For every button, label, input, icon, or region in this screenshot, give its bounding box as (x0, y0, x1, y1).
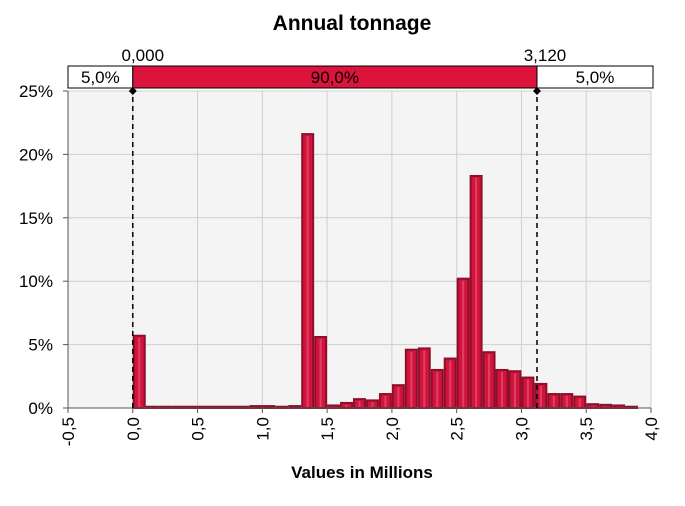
histogram-bar (430, 368, 444, 409)
confidence-marker-diamond (532, 87, 541, 95)
histogram-bar (456, 277, 470, 409)
histogram-bar-highlight (552, 396, 555, 407)
histogram-bar (365, 399, 379, 409)
band-right-segment (536, 65, 654, 89)
histogram-bar-highlight (397, 387, 400, 407)
band-right-value: 3,120 (524, 46, 567, 65)
histogram-bar (391, 384, 405, 409)
chart-title: Annual tonnage (273, 12, 432, 35)
histogram-bar (469, 174, 483, 409)
histogram-bar (482, 351, 496, 410)
histogram-bar-highlight (410, 351, 413, 407)
x-tick-label: -0,5 (59, 417, 78, 446)
y-tick-label: 15% (19, 209, 53, 228)
histogram-bar (314, 335, 328, 410)
x-tick-label: 3,5 (577, 417, 596, 441)
histogram-bar (560, 393, 574, 410)
grid-lines (67, 90, 652, 409)
y-axis-ticks: 0% 5% 10% 15% 20% 25% (19, 82, 68, 418)
histogram-bar (443, 357, 457, 410)
x-tick-label: 0,0 (124, 417, 143, 441)
histogram-bar-highlight (306, 136, 309, 407)
confidence-markers (128, 87, 541, 408)
histogram-bar-highlight (475, 177, 478, 407)
histogram-bar-highlight (591, 406, 594, 407)
band-right-pct: 5,0% (576, 68, 615, 87)
band-left-value: 0,000 (122, 46, 165, 65)
histogram-bar (340, 401, 354, 410)
y-tick-label: 25% (19, 82, 53, 101)
histogram-bar (417, 347, 431, 409)
histogram-bar (495, 368, 509, 409)
histogram-bar-highlight (565, 396, 568, 407)
histogram-bar (521, 376, 535, 409)
histogram-bar-highlight (423, 350, 426, 407)
histogram-bar-highlight (449, 360, 452, 407)
histogram-bar-highlight (345, 404, 348, 407)
y-tick-label: 5% (28, 336, 53, 355)
histogram-bar (353, 398, 366, 409)
histogram-bar-highlight (578, 398, 581, 407)
histogram-bar-highlight (526, 379, 529, 407)
axes (67, 91, 651, 409)
x-axis-ticks: -0,5 0,0 0,5 1,0 1,5 2,0 2,5 3,0 3,5 4,0 (59, 408, 661, 446)
confidence-band: 5,0% 90,0% 5,0%0,000 3,120 (67, 46, 654, 89)
plot-area (68, 91, 651, 408)
histogram-bar-highlight (513, 373, 517, 407)
histogram-bar-highlight (371, 402, 374, 407)
histogram-bar-highlight (358, 401, 361, 407)
histogram-bar-highlight (138, 337, 141, 407)
histogram-bar (404, 348, 418, 409)
x-axis-label: Values in Millions (291, 463, 433, 482)
histogram-bar-highlight (319, 338, 322, 407)
histogram-bar-highlight (500, 371, 504, 407)
confidence-marker-diamond (128, 87, 137, 95)
band-left-pct: 5,0% (81, 68, 120, 87)
x-tick-label: 4,0 (642, 417, 661, 441)
histogram-bar-body (586, 403, 600, 410)
x-tick-label: 2,0 (383, 417, 402, 441)
histogram-bar-highlight (436, 371, 439, 407)
y-tick-label: 10% (19, 272, 53, 291)
x-tick-label: 1,5 (318, 417, 337, 441)
histogram-bar (573, 395, 587, 410)
histogram-bar (132, 334, 146, 409)
x-tick-label: 1,0 (253, 417, 272, 441)
histogram-bar (586, 403, 600, 410)
histogram-bar-highlight (539, 385, 542, 407)
band-middle-pct: 90,0% (311, 68, 359, 87)
y-tick-label: 0% (28, 399, 53, 418)
x-tick-label: 3,0 (512, 417, 531, 441)
histogram-bar (547, 393, 561, 410)
histogram-bar-highlight (488, 354, 491, 407)
x-tick-label: 2,5 (448, 417, 467, 441)
histogram-bar-highlight (384, 396, 387, 407)
histogram-bar (301, 133, 315, 409)
histogram-bar-highlight (462, 280, 465, 407)
histogram-bar (378, 393, 392, 410)
y-tick-label: 20% (19, 145, 53, 164)
histogram-bar (508, 370, 522, 409)
x-tick-label: 0,5 (189, 417, 208, 441)
